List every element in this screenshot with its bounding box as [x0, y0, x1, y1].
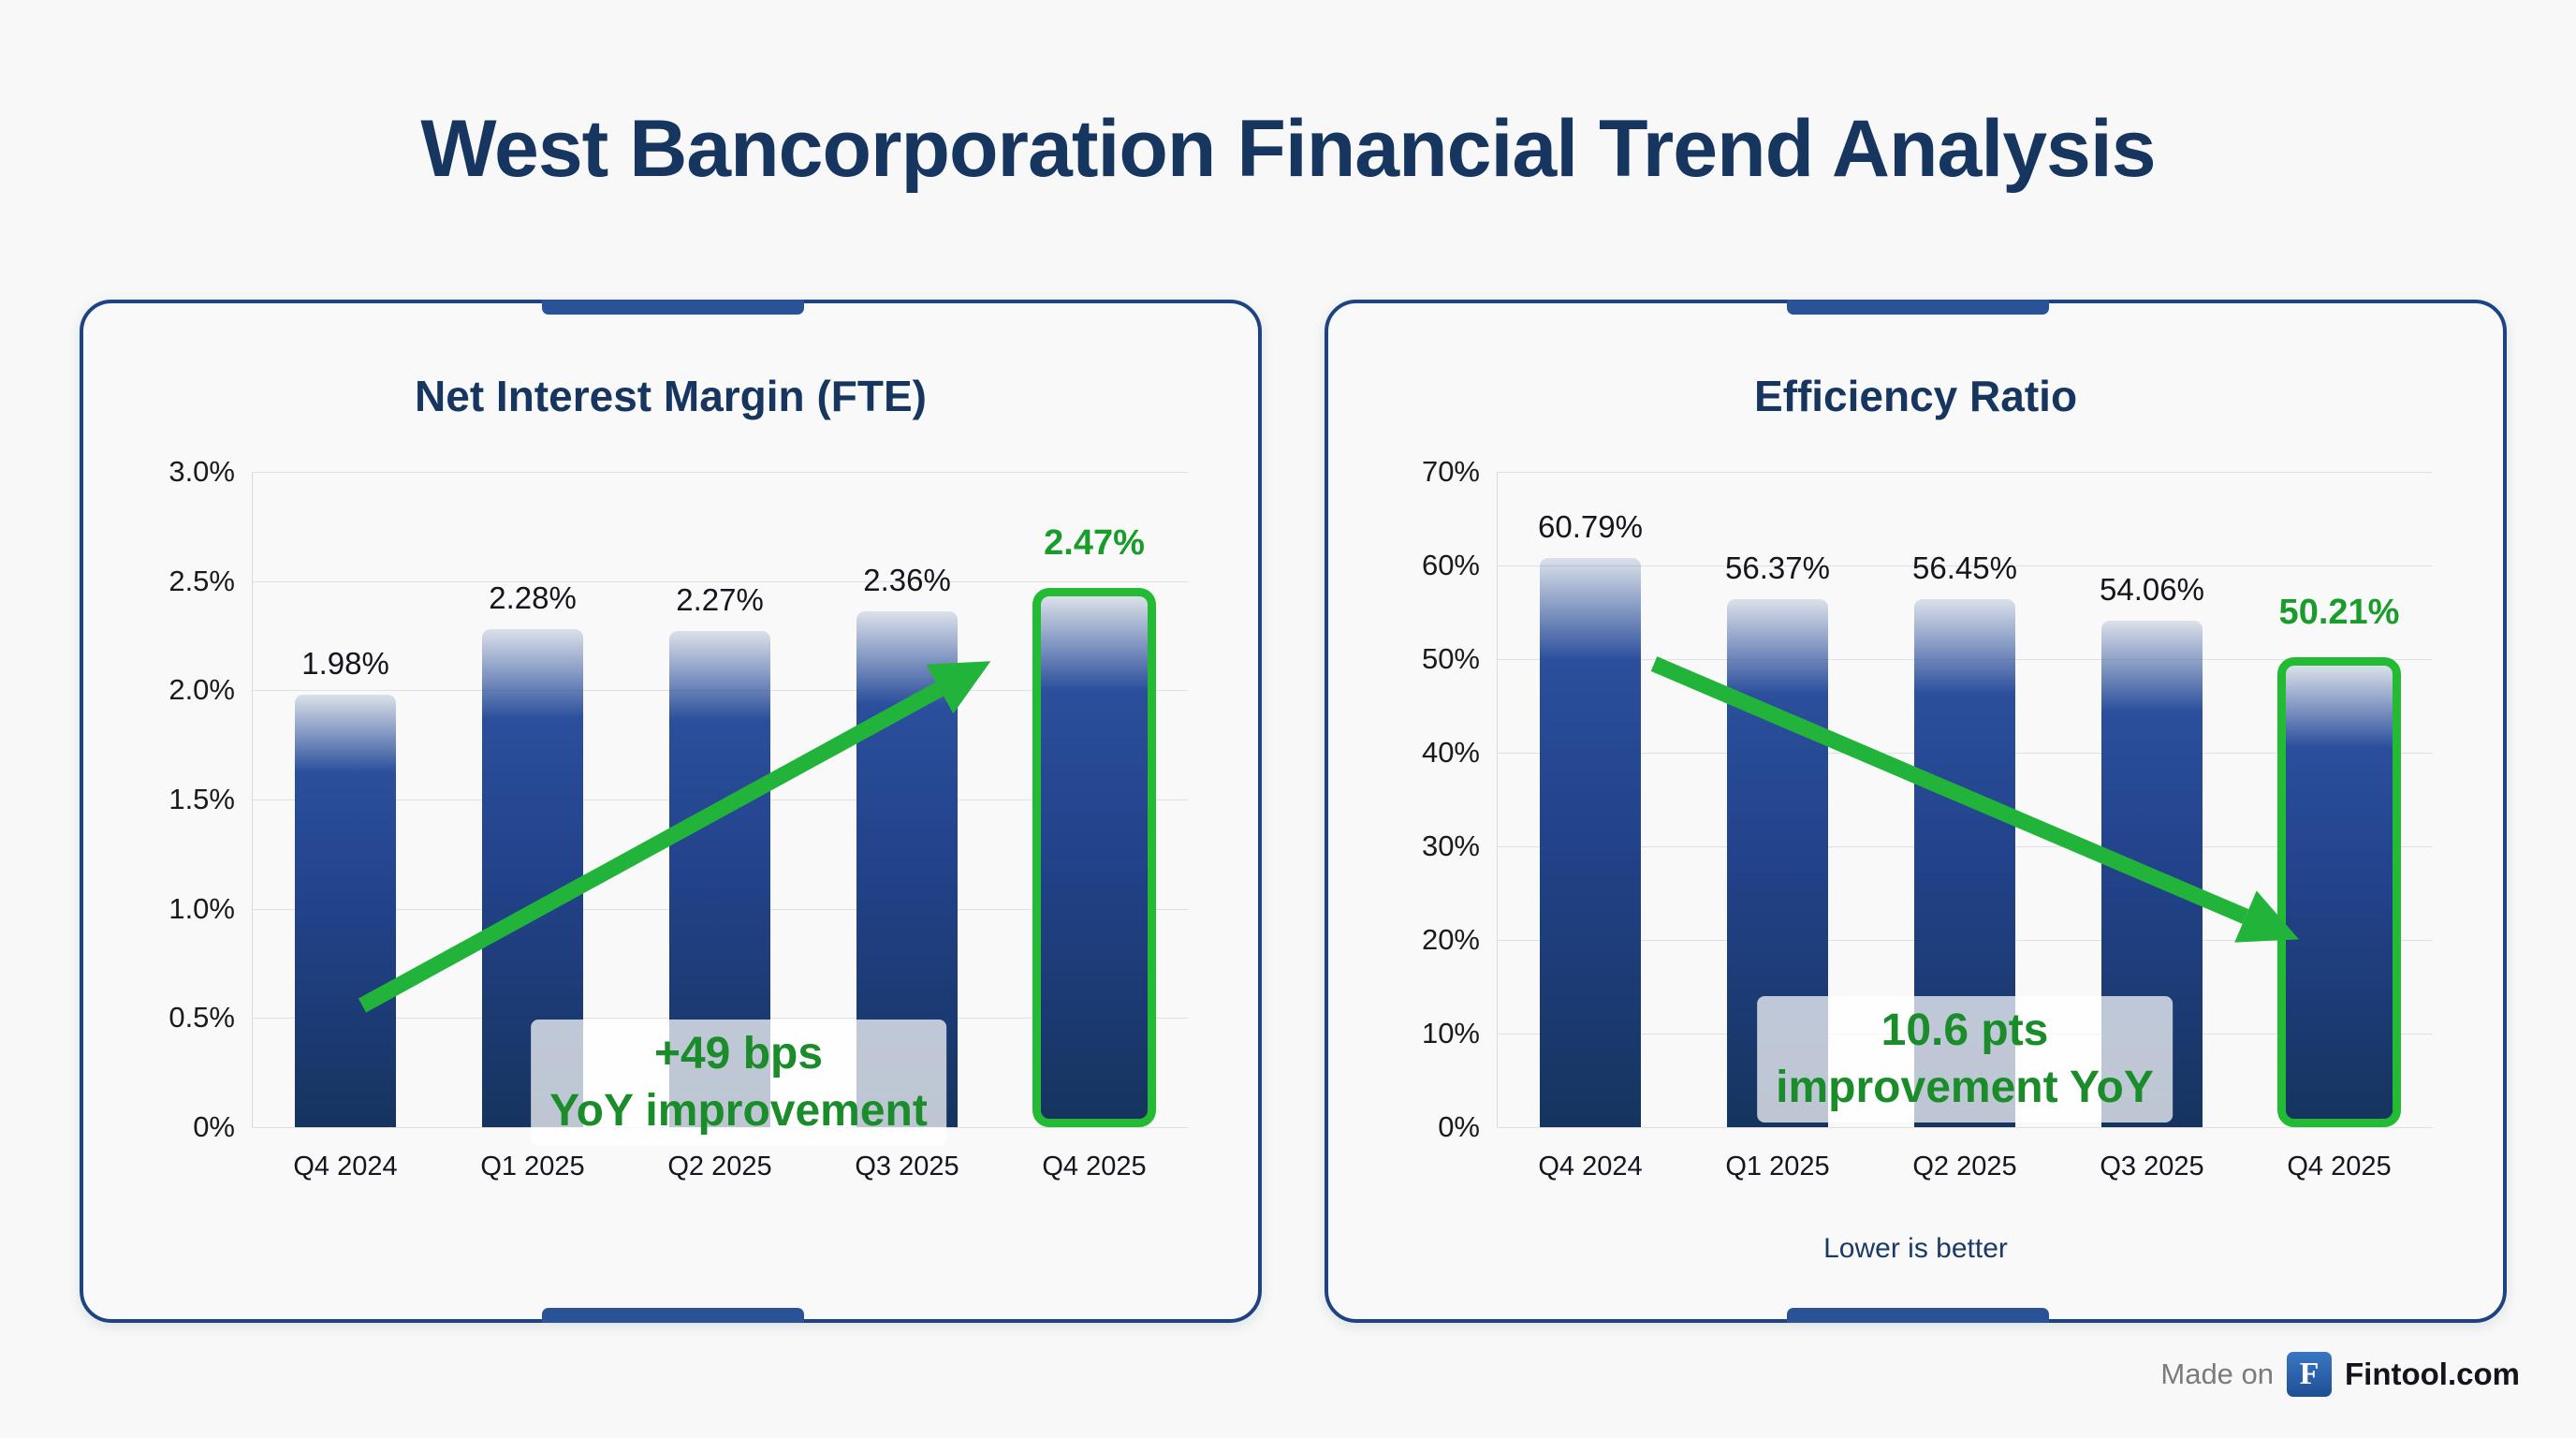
x-axis-tick-label: Q4 2025 — [2287, 1152, 2392, 1181]
chart-footnote-eff: Lower is better — [1823, 1233, 2008, 1264]
trend-annotation-line-1: 10.6 pts — [1881, 1005, 2049, 1055]
y-axis-tick-label: 2.5% — [168, 564, 235, 597]
plot-area-nim: 0% 0.5% 1.0% 1.5% 2.0% 2.5% 3.0% 1.98% Q4 2024 2.… — [168, 455, 1188, 1181]
gridline — [1497, 565, 2433, 566]
x-axis-tick-label: Q2 2025 — [667, 1152, 772, 1181]
bar-slot: 60.79% Q4 2024 — [1497, 472, 1684, 1181]
trend-annotation-line-2: improvement YoY — [1776, 1063, 2154, 1113]
bar-value-label: 50.21% — [2278, 592, 2400, 632]
y-axis-tick-label: 50% — [1421, 642, 1480, 675]
bar[interactable] — [295, 695, 396, 1127]
y-axis-tick-label: 60% — [1421, 549, 1480, 581]
trend-annotation: 10.6 pts improvement YoY — [1757, 996, 2173, 1123]
plot-area-eff: 0% 10% 20% 30% 40% 50% 60% 70% 60.79% Q4 2024 56.3… — [1422, 455, 2433, 1181]
chart-title-nim: Net Interest Margin (FTE) — [415, 372, 927, 420]
fintool-logo-icon: F — [2287, 1352, 2333, 1397]
fintool-brand-label: Fintool.com — [2345, 1357, 2520, 1391]
gridline — [1497, 1127, 2433, 1128]
page-title: West Bancorporation Financial Trend Anal… — [420, 104, 2156, 194]
y-axis-tick-label: 3.0% — [168, 455, 235, 488]
x-axis-tick-label: Q3 2025 — [2100, 1152, 2204, 1181]
bar-slot: 2.47% Q4 2025 — [1001, 472, 1188, 1181]
card-tab-top — [1787, 300, 2049, 315]
trend-annotation-line-1: +49 bps — [653, 1029, 824, 1078]
x-axis-tick-label: Q4 2025 — [1042, 1152, 1147, 1181]
y-axis-tick-label: 70% — [1421, 455, 1480, 488]
x-axis-tick-label: Q4 2024 — [293, 1152, 398, 1181]
bar-highlighted[interactable] — [1032, 587, 1156, 1127]
card-tab-bottom — [542, 1308, 804, 1323]
gridline — [252, 472, 1188, 473]
bar[interactable] — [1540, 558, 1641, 1127]
x-axis-tick-label: Q2 2025 — [1912, 1152, 2017, 1181]
y-axis-tick-label: 1.5% — [168, 783, 235, 815]
footer-attribution: Made on F Fintool.com — [2160, 1352, 2520, 1397]
y-axis-tick-label: 30% — [1421, 829, 1480, 862]
y-axis-tick-label: 10% — [1421, 1017, 1480, 1049]
bar-value-label: 56.37% — [1725, 550, 1830, 586]
bar-value-label: 2.47% — [1044, 522, 1145, 563]
bar-value-label: 1.98% — [301, 646, 389, 681]
y-axis-tick-label: 0% — [193, 1110, 235, 1143]
y-axis-tick-label: 20% — [1421, 923, 1480, 956]
x-axis-tick-label: Q3 2025 — [855, 1152, 959, 1181]
chart-card-net-interest-margin: Net Interest Margin (FTE) 0% 0.5% 1.0% 1.5%… — [80, 300, 1262, 1323]
y-axis-tick-label: 1.0% — [168, 891, 235, 925]
x-axis-tick-label: Q1 2025 — [480, 1152, 585, 1181]
y-axis-line — [1497, 472, 1498, 1127]
bar-value-label: 2.28% — [489, 580, 577, 615]
y-axis-tick-label: 0% — [1438, 1110, 1480, 1143]
bar-value-label: 60.79% — [1538, 509, 1643, 545]
card-tab-bottom — [1787, 1308, 2049, 1323]
made-on-label: Made on — [2160, 1357, 2275, 1390]
bar-value-label: 2.36% — [863, 563, 951, 598]
bar-value-label: 2.27% — [676, 582, 764, 618]
y-axis-tick-label: 2.0% — [168, 673, 235, 707]
trend-annotation: +49 bps YoY improvement — [531, 1020, 946, 1146]
x-axis-tick-label: Q1 2025 — [1725, 1152, 1830, 1181]
bar-value-label: 56.45% — [1912, 550, 2017, 585]
trend-annotation-line-2: YoY improvement — [549, 1086, 928, 1137]
y-axis-tick-label: 0.5% — [168, 1001, 235, 1034]
chart-card-efficiency-ratio: Efficiency Ratio 0% 10% 20% 30% 40% 50% 60% 70%… — [1325, 300, 2507, 1323]
chart-title-eff: Efficiency Ratio — [1753, 372, 2078, 420]
gridline — [1497, 472, 2433, 473]
x-axis-tick-label: Q4 2024 — [1538, 1152, 1643, 1181]
y-axis-tick-label: 40% — [1421, 736, 1480, 769]
bar-value-label: 54.06% — [2100, 572, 2204, 608]
bar-slot: 50.21% Q4 2025 — [2246, 472, 2433, 1181]
card-tab-top — [542, 300, 804, 315]
bar-highlighted[interactable] — [2277, 656, 2401, 1127]
gridline — [252, 580, 1188, 582]
bar-slot: 1.98% Q4 2024 — [252, 472, 439, 1181]
